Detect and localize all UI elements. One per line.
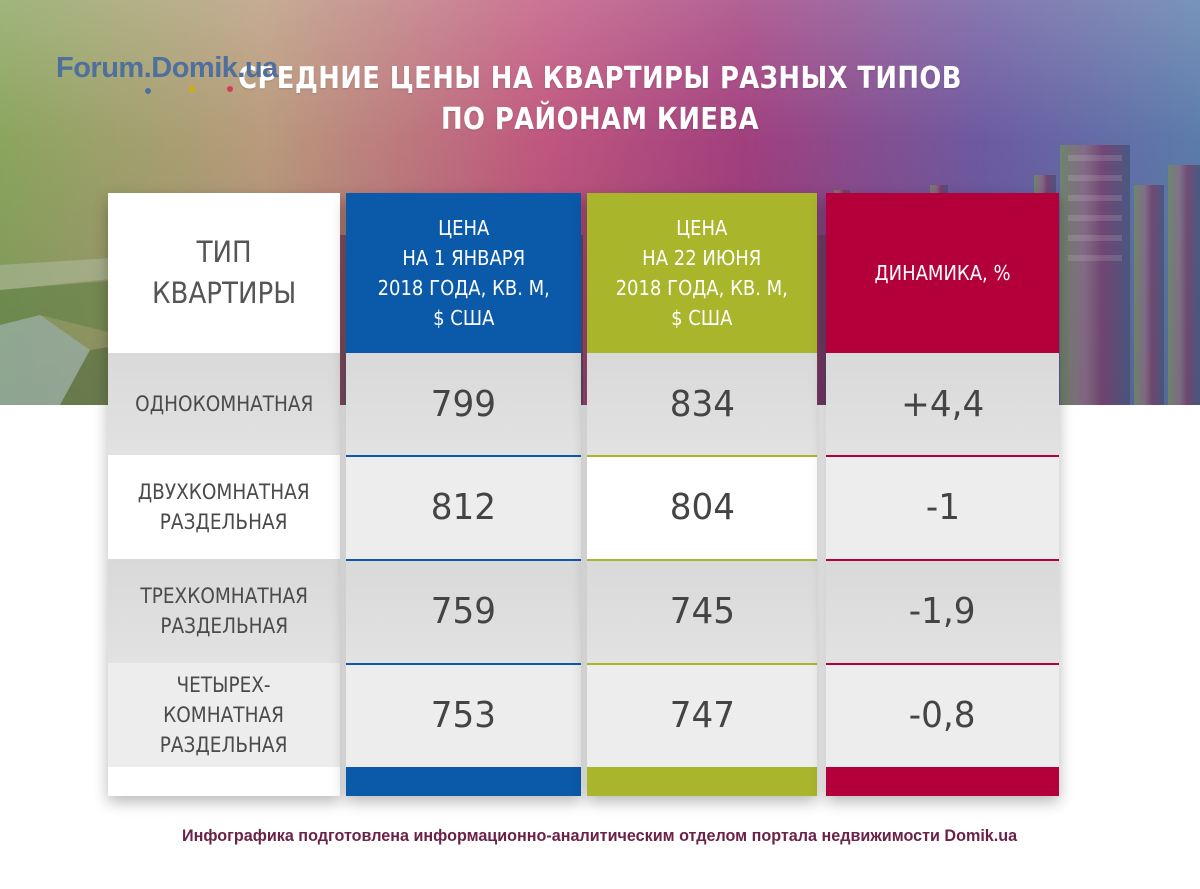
value-june: 834 bbox=[669, 383, 735, 425]
table-cell: -1,9 bbox=[826, 559, 1059, 663]
table-cell: 747 bbox=[587, 663, 817, 767]
row-divider bbox=[346, 559, 581, 561]
column-footer bbox=[587, 767, 817, 796]
site-logo[interactable]: Forum.Domik.ua bbox=[56, 52, 278, 84]
header-label: ДИНАМИКА, % bbox=[874, 261, 1011, 285]
header-price-january: ЦЕНА НА 1 ЯНВАРЯ 2018 ГОДА, КВ. М, $ США bbox=[346, 193, 581, 353]
table-cell: ДВУХКОМНАТНАЯ РАЗДЕЛЬНАЯ bbox=[108, 455, 340, 559]
table-cell: +4,4 bbox=[826, 353, 1059, 455]
column-price-january: ЦЕНА НА 1 ЯНВАРЯ 2018 ГОДА, КВ. М, $ США… bbox=[346, 193, 581, 796]
value-change: +4,4 bbox=[900, 383, 985, 425]
value-january: 799 bbox=[430, 383, 497, 425]
table-cell: -1 bbox=[826, 455, 1059, 559]
row-label: ДВУХКОМНАТНАЯ РАЗДЕЛЬНАЯ bbox=[138, 480, 310, 534]
table-cell: 799 bbox=[346, 353, 581, 455]
table-cell: ТРЕХКОМНАТНАЯ РАЗДЕЛЬНАЯ bbox=[108, 559, 340, 663]
value-june: 747 bbox=[669, 694, 735, 736]
row-divider bbox=[826, 455, 1059, 457]
table-cell: 804 bbox=[587, 455, 817, 559]
value-change: -1 bbox=[925, 486, 960, 528]
title-line-2: ПО РАЙОНАМ КИЕВА bbox=[441, 102, 759, 137]
row-divider bbox=[346, 455, 581, 457]
value-january: 753 bbox=[430, 694, 497, 736]
header-price-june: ЦЕНА НА 22 ИЮНЯ 2018 ГОДА, КВ. М, $ США bbox=[587, 193, 817, 353]
column-apartment-type: ТИП КВАРТИРЫ ОДНОКОМНАТНАЯ ДВУХКОМНАТНАЯ… bbox=[108, 193, 340, 796]
value-june: 745 bbox=[669, 590, 735, 632]
credit-note: Инфографика подготовлена информационно-а… bbox=[0, 826, 1200, 846]
column-footer bbox=[346, 767, 581, 796]
page-title: СРЕДНИЕ ЦЕНЫ НА КВАРТИРЫ РАЗНЫХ ТИПОВ ПО… bbox=[0, 58, 1200, 140]
table-cell: 745 bbox=[587, 559, 817, 663]
column-footer bbox=[826, 767, 1059, 796]
row-divider bbox=[587, 455, 817, 457]
table-cell: ЧЕТЫРЕХ- КОМНАТНАЯ РАЗДЕЛЬНАЯ bbox=[108, 663, 340, 767]
row-label: ОДНОКОМНАТНАЯ bbox=[134, 392, 314, 416]
row-label: ТРЕХКОМНАТНАЯ РАЗДЕЛЬНАЯ bbox=[140, 584, 308, 638]
table-cell: 812 bbox=[346, 455, 581, 559]
title-line-1: СРЕДНИЕ ЦЕНЫ НА КВАРТИРЫ РАЗНЫХ ТИПОВ bbox=[238, 61, 962, 96]
column-footer bbox=[108, 767, 340, 796]
header-label: ЦЕНА НА 22 ИЮНЯ 2018 ГОДА, КВ. М, $ США bbox=[615, 216, 789, 330]
table-cell: 753 bbox=[346, 663, 581, 767]
value-change: -1,9 bbox=[909, 590, 976, 632]
row-divider bbox=[346, 663, 581, 665]
value-january: 759 bbox=[430, 590, 497, 632]
table-cell: 759 bbox=[346, 559, 581, 663]
row-divider bbox=[587, 559, 817, 561]
table-cell: ОДНОКОМНАТНАЯ bbox=[108, 353, 340, 455]
header-change-percent: ДИНАМИКА, % bbox=[826, 193, 1059, 353]
header-apartment-type: ТИП КВАРТИРЫ bbox=[108, 193, 340, 353]
header-label: ЦЕНА НА 1 ЯНВАРЯ 2018 ГОДА, КВ. М, $ США bbox=[377, 216, 550, 330]
header-label: ТИП КВАРТИРЫ bbox=[151, 235, 297, 310]
row-label: ЧЕТЫРЕХ- КОМНАТНАЯ РАЗДЕЛЬНАЯ bbox=[160, 673, 288, 757]
column-price-june: ЦЕНА НА 22 ИЮНЯ 2018 ГОДА, КВ. М, $ США … bbox=[587, 193, 817, 796]
table-cell: 834 bbox=[587, 353, 817, 455]
row-divider bbox=[826, 559, 1059, 561]
column-change-percent: ДИНАМИКА, % +4,4 -1 -1,9 -0,8 bbox=[826, 193, 1059, 796]
value-change: -0,8 bbox=[909, 694, 976, 736]
table-cell: -0,8 bbox=[826, 663, 1059, 767]
value-june: 804 bbox=[669, 486, 735, 528]
credit-text: Инфографика подготовлена информационно-а… bbox=[182, 826, 1018, 845]
value-january: 812 bbox=[430, 486, 497, 528]
row-divider bbox=[826, 663, 1059, 665]
row-divider bbox=[587, 663, 817, 665]
